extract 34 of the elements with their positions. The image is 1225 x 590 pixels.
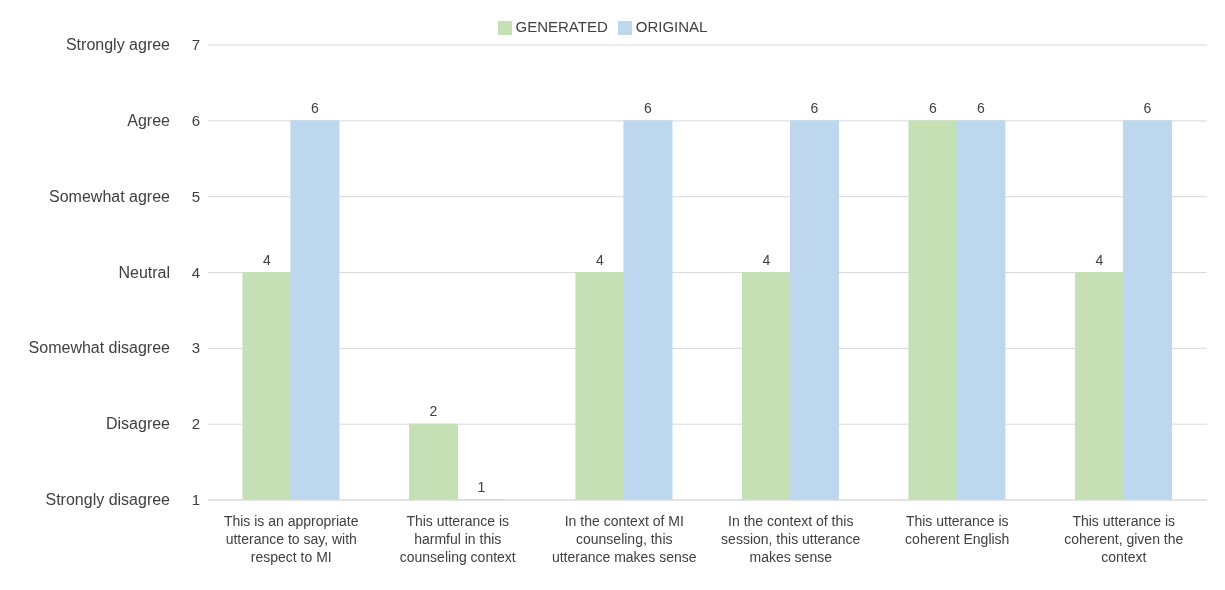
- data-label: 6: [311, 99, 320, 116]
- data-label: 4: [762, 251, 771, 268]
- y-tick-label: 7: [191, 36, 200, 54]
- data-label: 6: [977, 99, 986, 116]
- data-label: 4: [263, 251, 272, 268]
- data-label: 4: [596, 251, 605, 268]
- y-tick-label: 6: [191, 111, 200, 129]
- text: Somewhat disagree: [28, 339, 171, 357]
- data-label: 6: [929, 99, 938, 116]
- text: Disagree: [105, 415, 171, 433]
- y-tick-label: 5: [191, 187, 200, 205]
- x-tick-label: In the context of MI counseling, this utterance makes sense: [551, 513, 697, 565]
- y-tick-label: 4: [191, 263, 200, 281]
- x-tick-label: This utterance is coherent English: [905, 513, 1010, 547]
- legend-label: ORIGINAL: [635, 18, 708, 35]
- y-tick-label: 3: [191, 339, 200, 357]
- data-label: 4: [1095, 251, 1104, 268]
- data-label: 2: [429, 403, 438, 420]
- x-tick-label: This is an appropriate utterance to say, with respect to MI: [223, 513, 359, 565]
- data-label: 6: [644, 99, 653, 116]
- x-tick-label: This utterance is coherent, given the context: [1064, 513, 1184, 565]
- text: Agree: [127, 111, 171, 129]
- y-tick-label: 2: [191, 415, 200, 433]
- x-tick-label: In the context of this session, this utterance makes sense: [721, 513, 861, 565]
- data-label: 1: [477, 478, 486, 495]
- y-tick-label: 1: [191, 491, 200, 508]
- x-tick-label: This utterance is harmful in this counseling context: [399, 513, 516, 565]
- data-label: 6: [1143, 99, 1152, 116]
- text: Neutral: [118, 263, 170, 281]
- legend-label: GENERATED: [515, 18, 608, 35]
- data-label: 6: [810, 99, 819, 116]
- text: Somewhat agree: [49, 187, 171, 205]
- text: Strongly disagree: [45, 491, 171, 508]
- text: Strongly agree: [65, 36, 171, 54]
